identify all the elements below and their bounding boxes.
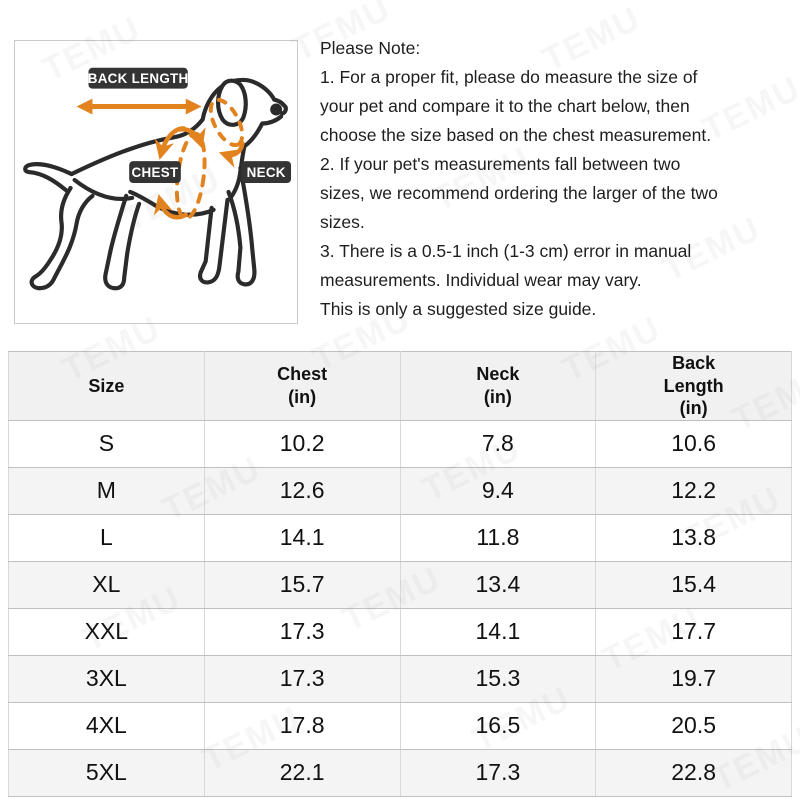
cell-size: 3XL	[8, 654, 205, 703]
cell-size: 5XL	[8, 748, 205, 797]
cell-chest: 17.3	[203, 654, 401, 703]
cell-back-length: 15.4	[595, 560, 792, 609]
table-row: M 12.6 9.4 12.2	[8, 466, 792, 515]
cell-chest: 12.6	[203, 466, 401, 515]
cell-chest: 14.1	[203, 513, 401, 562]
cell-back-length: 10.6	[595, 419, 792, 468]
note-line: 1. For a proper fit, please do measure t…	[320, 67, 698, 87]
cell-neck: 17.3	[399, 748, 597, 797]
withers-arrow-right	[177, 127, 206, 149]
dog-measurement-diagram: BACK LENGTH CHEST NECK	[14, 40, 298, 324]
neck-girth-dashed	[208, 97, 245, 148]
cell-neck: 7.8	[399, 419, 597, 468]
chest-label: CHEST	[132, 165, 179, 180]
neck-label: NECK	[247, 165, 286, 180]
cell-back-length: 19.7	[595, 654, 792, 703]
table-row: 5XL 22.1 17.3 22.8	[8, 748, 792, 797]
cell-back-length: 22.8	[595, 748, 792, 797]
note-heading: Please Note:	[320, 38, 421, 58]
back-length-arrowhead-right	[185, 98, 202, 115]
cell-neck: 16.5	[399, 701, 597, 750]
back-length-badge	[88, 67, 188, 89]
header-size: Size	[8, 351, 205, 421]
cell-size: M	[8, 466, 205, 515]
back-length-label: BACK LENGTH	[88, 71, 189, 86]
neck-badge	[241, 161, 292, 183]
table-row: 4XL 17.8 16.5 20.5	[8, 701, 792, 750]
cell-chest: 17.3	[203, 607, 401, 656]
cell-back-length: 17.7	[595, 607, 792, 656]
back-length-arrowhead-left	[76, 98, 93, 115]
header-text: Neck	[476, 364, 520, 385]
table-row: S 10.2 7.8 10.6	[8, 419, 792, 468]
header-text: Chest	[277, 364, 328, 385]
cell-size: XXL	[8, 607, 205, 656]
header-text: Length	[663, 375, 724, 396]
cell-neck: 9.4	[399, 466, 597, 515]
header-unit: (in)	[679, 398, 708, 418]
cell-chest: 17.8	[203, 701, 401, 750]
chest-badge	[129, 161, 181, 183]
cell-neck: 13.4	[399, 560, 597, 609]
table-row: 3XL 17.3 15.3 19.7	[8, 654, 792, 703]
header-text: Back	[672, 353, 716, 373]
table-row: XL 15.7 13.4 15.4	[8, 560, 792, 609]
cell-back-length: 12.2	[595, 466, 792, 515]
header-row: Size Chest (in) Neck (in) Back Length (i…	[8, 351, 792, 421]
note-line: sizes.	[320, 212, 365, 232]
header-back-length: Back Length (in)	[595, 351, 792, 421]
dog-illustration: BACK LENGTH CHEST NECK	[23, 67, 292, 291]
header-neck: Neck (in)	[399, 351, 597, 421]
withers-arrow-left	[154, 126, 187, 160]
neck-arrow	[218, 141, 245, 168]
cell-size: 4XL	[8, 701, 205, 750]
cell-size: XL	[8, 560, 205, 609]
header-unit: (in)	[483, 386, 512, 407]
size-chart-table: Size Chest (in) Neck (in) Back Length (i…	[8, 351, 792, 797]
chest-arrow	[153, 194, 189, 220]
dog-nose	[270, 103, 283, 116]
cell-back-length: 13.8	[595, 513, 792, 562]
cell-back-length: 20.5	[595, 701, 792, 750]
cell-chest: 15.7	[203, 560, 401, 609]
cell-size: S	[8, 419, 205, 468]
diagram-badges: BACK LENGTH CHEST NECK	[88, 67, 292, 183]
dog-outline	[23, 77, 288, 291]
header-unit: (in)	[288, 386, 317, 407]
table-row: XXL 17.3 14.1 17.7	[8, 607, 792, 656]
note-line: This is only a suggested size guide.	[320, 299, 597, 319]
cell-neck: 11.8	[399, 513, 597, 562]
cell-chest: 22.1	[203, 748, 401, 797]
header-chest: Chest (in)	[203, 351, 401, 421]
note-line: sizes, we recommend ordering the larger …	[320, 183, 718, 203]
note-line: your pet and compare it to the chart bel…	[320, 96, 690, 116]
cell-size: L	[8, 513, 205, 562]
cell-neck: 14.1	[399, 607, 597, 656]
table-row: L 14.1 11.8 13.8	[8, 513, 792, 562]
note-line: 3. There is a 0.5-1 inch (1-3 cm) error …	[320, 241, 692, 261]
cell-neck: 15.3	[399, 654, 597, 703]
cell-chest: 10.2	[203, 419, 401, 468]
note-line: choose the size based on the chest measu…	[320, 125, 712, 145]
note-line: 2. If your pet's measurements fall betwe…	[320, 154, 681, 174]
please-note: Please Note: 1. For a proper fit, please…	[320, 34, 790, 324]
note-line: measurements. Individual wear may vary.	[320, 270, 642, 290]
header-text: Size	[88, 375, 125, 396]
